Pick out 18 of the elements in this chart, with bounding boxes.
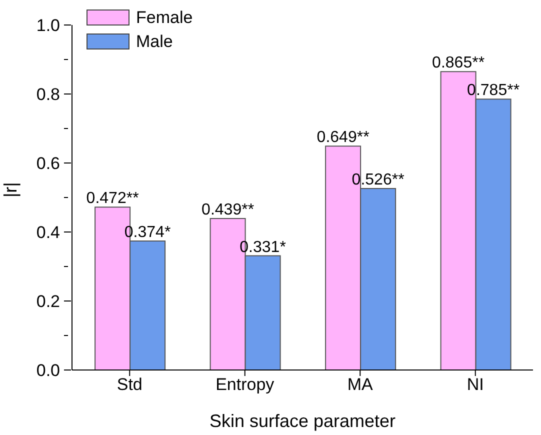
y-tick-label: 0.6 [36,154,60,173]
x-tick-label: NI [466,375,484,394]
legend-label: Male [136,32,173,52]
data-label: 0.865** [432,54,485,72]
x-axis-title: Skin surface parameter [209,411,396,431]
y-tick-label: 0.8 [36,84,60,104]
y-tick-label: 0.2 [36,292,60,311]
data-label: 0.439** [202,202,254,219]
x-tick-label: Entropy [216,375,275,394]
y-axis-title: |r| [0,182,20,198]
y-tick-label: 0.4 [36,222,60,242]
y-tick-label: 0.0 [36,360,60,380]
data-label: 0.472** [86,190,139,208]
data-label: 0.649** [316,129,370,146]
x-tick-label: MA [347,375,374,394]
legend-label: Female [136,8,193,28]
y-tick-label: 1.0 [36,16,60,35]
x-tick-label: Std [116,375,142,394]
